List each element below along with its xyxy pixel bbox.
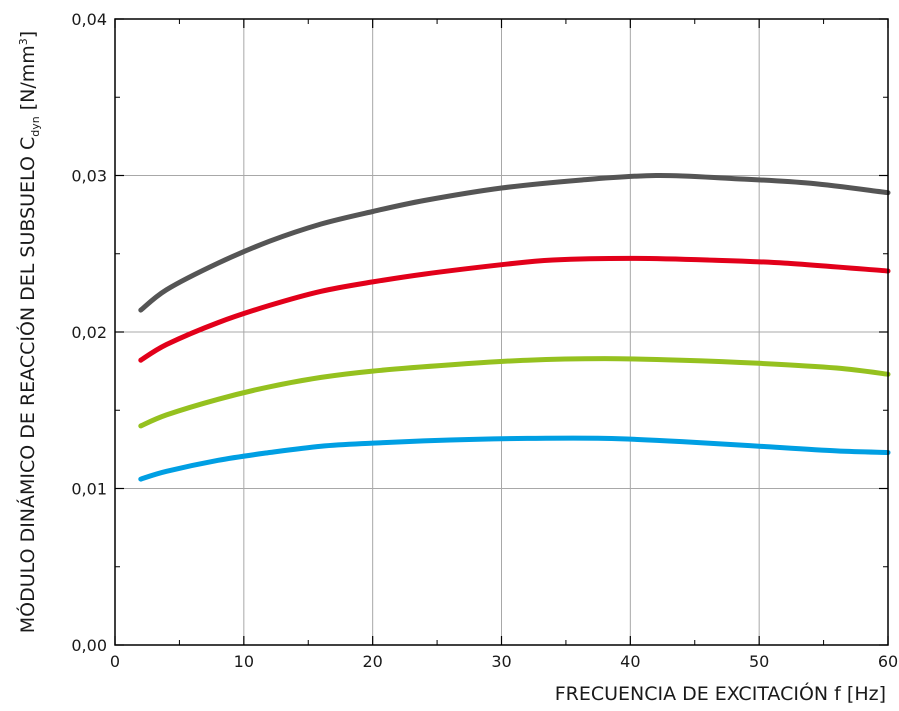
- series-line: [138, 255, 891, 363]
- data-series: [138, 172, 891, 482]
- x-tick-label: 30: [491, 652, 511, 671]
- x-axis-title: FRECUENCIA DE EXCITACIÓN f [Hz]: [555, 681, 886, 705]
- x-tick-label: 20: [362, 652, 382, 671]
- y-axis-title-subscript: dyn: [29, 116, 42, 136]
- y-tick-label: 0,01: [71, 480, 107, 499]
- y-tick-label: 0,00: [71, 636, 107, 655]
- x-tick-label: 60: [878, 652, 898, 671]
- series-line: [138, 435, 891, 482]
- y-tick-label: 0,02: [71, 323, 107, 342]
- x-tick-labels: 0 10 20 30 40 50 60: [110, 652, 898, 671]
- axis-ticks: [114, 18, 889, 646]
- x-tick-label: 50: [749, 652, 769, 671]
- y-axis-title-unit-close: ]: [17, 31, 39, 38]
- y-tick-label: 0,04: [71, 10, 107, 29]
- grid-lines: [115, 19, 888, 645]
- y-axis-title: MÓDULO DINÁMICO DE REACCIÓN DEL SUBSUELO…: [15, 31, 42, 633]
- y-axis-title-main: MÓDULO DINÁMICO DE REACCIÓN DEL SUBSUELO…: [15, 137, 39, 633]
- series-line: [138, 172, 891, 313]
- series-line: [138, 356, 891, 429]
- y-tick-label: 0,03: [71, 167, 107, 186]
- y-tick-labels: 0,00 0,01 0,02 0,03 0,04: [71, 10, 107, 655]
- x-tick-label: 10: [234, 652, 254, 671]
- x-tick-label: 0: [110, 652, 120, 671]
- y-axis-title-unit: [N/mm: [17, 45, 39, 116]
- x-tick-label: 40: [620, 652, 640, 671]
- y-axis-title-unit-exponent: 3: [17, 38, 30, 45]
